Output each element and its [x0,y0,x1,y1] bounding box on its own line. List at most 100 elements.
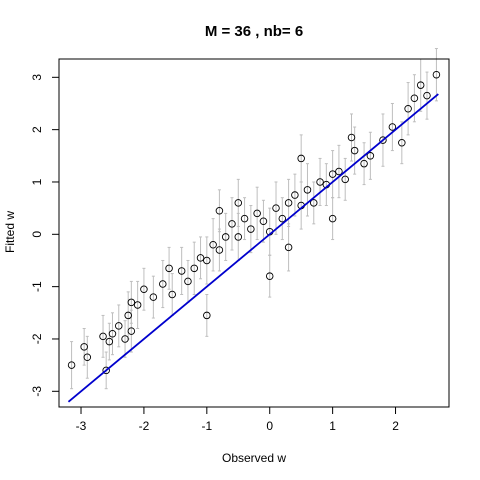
data-point [133,301,142,309]
data-point [335,167,343,176]
data-point [284,199,293,207]
error-bar [268,207,272,256]
data-point [297,154,305,163]
error-bar [224,212,228,261]
data-point [303,186,312,194]
data-point [177,267,186,275]
y-axis-label: Fitted w [3,211,17,253]
data-point [265,272,274,280]
data-point [121,335,129,343]
error-bar [280,197,284,241]
x-tick-label: 1 [329,419,336,433]
error-bar [299,134,303,183]
data-point [360,159,368,168]
error-bar [249,205,253,254]
error-bar [107,322,111,361]
x-tick-label: -3 [76,419,87,433]
error-bar [170,273,174,316]
data-point [234,199,243,207]
plot-frame [58,58,450,408]
error-bar [192,241,196,295]
error-bar [331,150,335,199]
error-bar [318,157,322,207]
error-bar [167,246,171,290]
data-point [215,207,224,215]
error-bar [199,236,203,280]
y-tick-label: -3 [30,386,44,397]
data-point [127,298,136,307]
point-layer [67,70,441,375]
data-point [341,175,349,184]
data-point [259,217,268,225]
error-bar [136,280,140,330]
data-point [398,138,406,147]
data-point [203,256,211,265]
error-bar [400,121,404,165]
error-bar [243,197,247,241]
data-point [240,214,249,223]
error-bar-layer [70,48,438,390]
error-bar [343,157,347,201]
error-bar [180,246,184,295]
error-bar [70,341,74,390]
fit-line-layer [67,93,439,403]
error-bar [205,293,209,337]
data-point [253,209,261,218]
data-point [209,241,217,249]
y-tick-label: -2 [30,333,44,344]
fit-line [67,93,439,403]
error-bar [261,199,265,243]
error-bar [255,186,259,241]
error-bar [236,178,240,227]
data-point [215,246,224,254]
data-point [404,104,412,113]
x-tick-label: 2 [392,419,399,433]
error-bar [287,223,291,272]
error-bar [305,163,309,217]
error-bar [230,197,234,251]
data-point [99,332,107,341]
error-bar [274,181,278,235]
data-point [272,204,280,212]
data-point [228,220,236,228]
error-bar [353,126,357,175]
y-tick-label: -1 [30,281,44,292]
data-point [416,81,425,89]
chart-title: M = 36 , nb= 6 [205,23,303,40]
data-point [115,322,123,330]
data-point [350,146,359,155]
data-point [159,280,167,288]
error-bar [101,314,105,358]
data-point [203,311,211,320]
y-tick-label: 3 [30,74,44,81]
data-point [366,152,375,160]
x-tick-label: -2 [139,419,150,433]
data-point [388,123,397,131]
data-point [328,214,337,223]
data-point [102,366,110,375]
data-point [140,285,148,294]
data-point [284,243,293,252]
y-tick-label: 1 [30,178,44,185]
data-point [310,199,318,207]
y-tick-label: 2 [30,126,44,133]
error-bar [161,259,165,309]
x-tick-label: -1 [201,419,212,433]
data-point [105,337,114,346]
data-point [328,170,337,178]
data-point [149,293,158,301]
error-bar [186,259,190,303]
data-point [165,264,173,273]
error-bar [268,254,272,298]
error-bar [211,218,215,272]
error-bar [362,142,366,186]
error-bar [293,173,297,217]
error-bar [390,102,394,152]
data-point [347,133,356,142]
data-point [379,136,387,144]
error-bar [205,236,209,285]
error-bar [312,181,316,225]
data-point [291,191,299,199]
